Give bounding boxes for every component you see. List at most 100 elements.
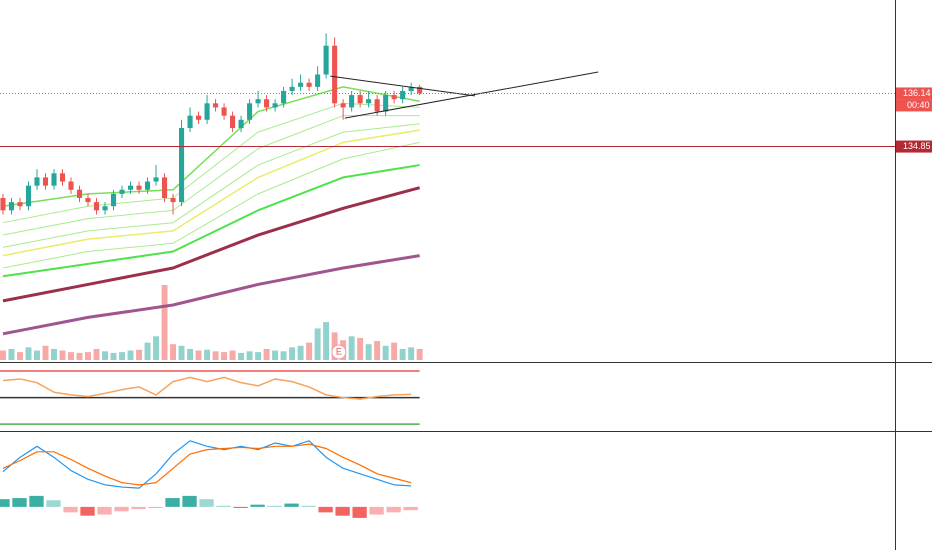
volume-bar [297, 345, 304, 360]
candle-body [332, 45, 338, 104]
volume-bar [212, 351, 219, 360]
histogram-bar [46, 500, 61, 507]
histogram-bar [284, 503, 299, 507]
plot-area: E [0, 33, 895, 518]
histogram-bar [335, 506, 350, 516]
histogram-bar [216, 505, 231, 507]
candle-body [25, 185, 32, 207]
candle-body [170, 197, 176, 203]
volume-bar [161, 285, 168, 360]
volume-bar [416, 348, 423, 360]
histogram-bar [29, 495, 44, 507]
candle-body [357, 95, 363, 104]
histogram-bar [199, 499, 214, 507]
histogram-bar [0, 499, 10, 507]
volume-bar [238, 352, 245, 360]
candle-body [238, 119, 244, 129]
moving-average-line [2, 102, 420, 224]
histogram-bar [250, 504, 265, 507]
candle-body [213, 103, 219, 108]
volume-bar [221, 352, 228, 360]
candle-body [366, 99, 372, 104]
volume-bar [17, 352, 23, 360]
candle-body [42, 177, 49, 186]
histogram-bar [352, 506, 367, 518]
volume-bar [289, 347, 296, 360]
volume-bar [229, 350, 236, 360]
candle-body [76, 189, 83, 198]
histogram-bar [97, 506, 112, 515]
price-label: 134.85 [903, 141, 931, 151]
volume-bar [391, 342, 398, 360]
volume-bar [306, 342, 313, 360]
countdown-label: 00:40 [907, 100, 930, 110]
volume-bar [153, 336, 160, 360]
volume-bar [399, 348, 406, 360]
volume-bar [76, 352, 83, 360]
volume-bar [68, 352, 74, 360]
price-label: 136.14 [903, 88, 931, 98]
candle-body [17, 202, 23, 207]
candle-body [187, 115, 193, 129]
candle-body [255, 99, 261, 104]
candle-body [68, 181, 74, 190]
volume-bar [102, 351, 108, 360]
candle-body [391, 95, 397, 100]
candle-body [323, 45, 329, 75]
volume-bar [85, 352, 91, 360]
candle-body [289, 86, 295, 91]
candle-body [230, 115, 236, 129]
price-label-box [896, 140, 932, 153]
volume-bar [314, 328, 321, 360]
candle-body [298, 82, 304, 87]
candle-body [51, 173, 57, 186]
moving-average-line [2, 164, 420, 278]
candle-body [264, 99, 270, 108]
candle-body [204, 103, 210, 120]
histogram-bar [131, 506, 146, 510]
histogram-bar [267, 505, 282, 507]
volume-bar [59, 350, 66, 360]
volume-bar [255, 352, 262, 360]
volume-bar [246, 351, 253, 360]
volume-bar [119, 352, 126, 360]
histogram-bar [403, 506, 418, 511]
candle-body [417, 86, 423, 94]
candle-body [196, 115, 202, 120]
volume-bar [93, 348, 100, 360]
volume-bar [178, 345, 185, 360]
event-marker [331, 344, 347, 360]
volume-bar [127, 350, 134, 360]
price-label-box [896, 87, 932, 100]
moving-average-line [2, 186, 421, 303]
candle-body [59, 173, 66, 182]
histogram-bar [165, 498, 180, 507]
candle-body [315, 74, 321, 87]
candle-body [0, 197, 6, 211]
moving-average-line [2, 129, 420, 257]
candle-body [247, 103, 253, 120]
histogram-bar [114, 506, 129, 512]
candle-body [136, 185, 142, 190]
histogram-bar [318, 506, 333, 513]
volume-bar [382, 345, 389, 360]
candle-body [153, 177, 159, 182]
volume-bar [272, 350, 279, 360]
volume-bar [25, 347, 32, 360]
candle-body [221, 107, 227, 116]
trendline [344, 71, 599, 119]
histogram-bar [148, 506, 163, 508]
candle-body [144, 181, 151, 190]
candle-body [179, 128, 185, 203]
candle-body [408, 86, 414, 91]
volume-bar [144, 342, 151, 360]
candle-body [306, 82, 312, 87]
candle-body [127, 185, 134, 190]
volume-bar [195, 350, 202, 360]
histogram-bar [233, 506, 248, 508]
candle-body [161, 177, 168, 198]
candle-body [85, 197, 91, 203]
macd-line [2, 440, 412, 489]
moving-average-line [2, 254, 420, 336]
